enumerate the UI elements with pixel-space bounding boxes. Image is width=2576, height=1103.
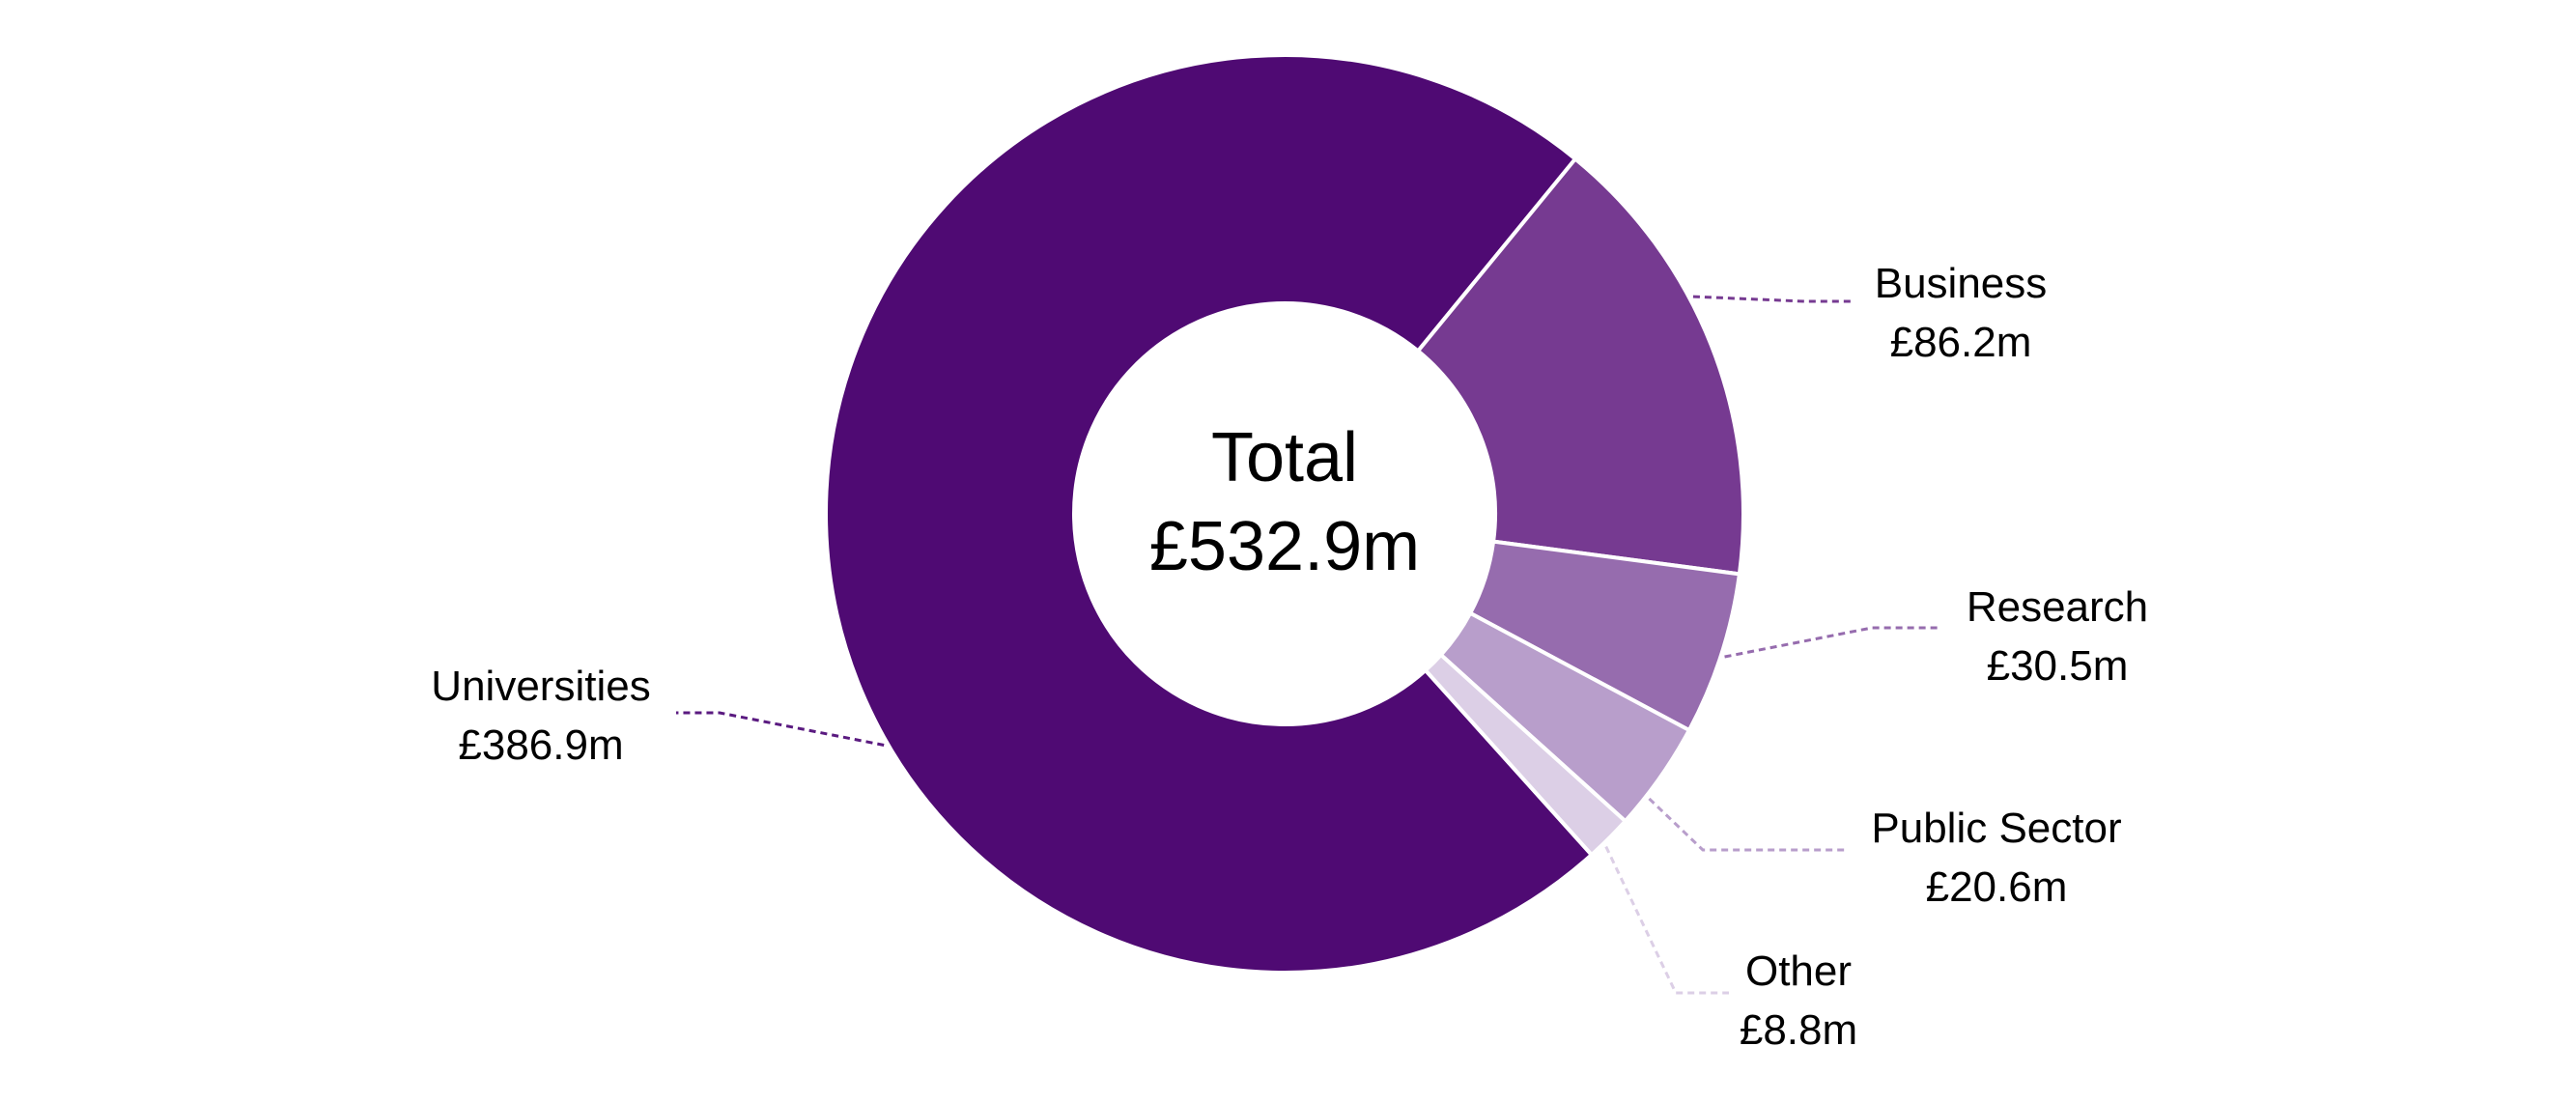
- center-label-total: £532.9m: [1149, 508, 1420, 585]
- value-label-research: £30.5m: [1987, 642, 2129, 690]
- label-other: Other: [1745, 947, 1852, 995]
- leader-line-other: [1604, 845, 1729, 995]
- label-research: Research: [1967, 583, 2148, 631]
- slice-universities: [824, 53, 1595, 975]
- label-universities: Universities: [431, 663, 650, 710]
- center-label-title: Total: [1211, 419, 1358, 496]
- leader-line-public-sector: [1648, 797, 1845, 852]
- leader-line-research: [1724, 626, 1941, 659]
- label-public-sector: Public Sector: [1871, 805, 2121, 852]
- leader-line-business: [1692, 295, 1853, 303]
- labels-layer: Universities £386.9m Business £86.2m Researc…: [431, 260, 2148, 1054]
- slice-other: [1423, 652, 1628, 858]
- slice-business: [1415, 156, 1745, 577]
- value-label-universities: £386.9m: [458, 721, 623, 769]
- leader-lines-layer: [676, 295, 1941, 995]
- label-business: Business: [1875, 260, 2048, 307]
- slices-layer: [824, 53, 1745, 975]
- value-label-public-sector: £20.6m: [1926, 863, 2068, 911]
- value-label-business: £86.2m: [1890, 319, 2032, 366]
- value-label-other: £8.8m: [1740, 1006, 1857, 1054]
- center-label: Total £532.9m: [1149, 419, 1420, 585]
- leader-line-universities: [676, 711, 885, 747]
